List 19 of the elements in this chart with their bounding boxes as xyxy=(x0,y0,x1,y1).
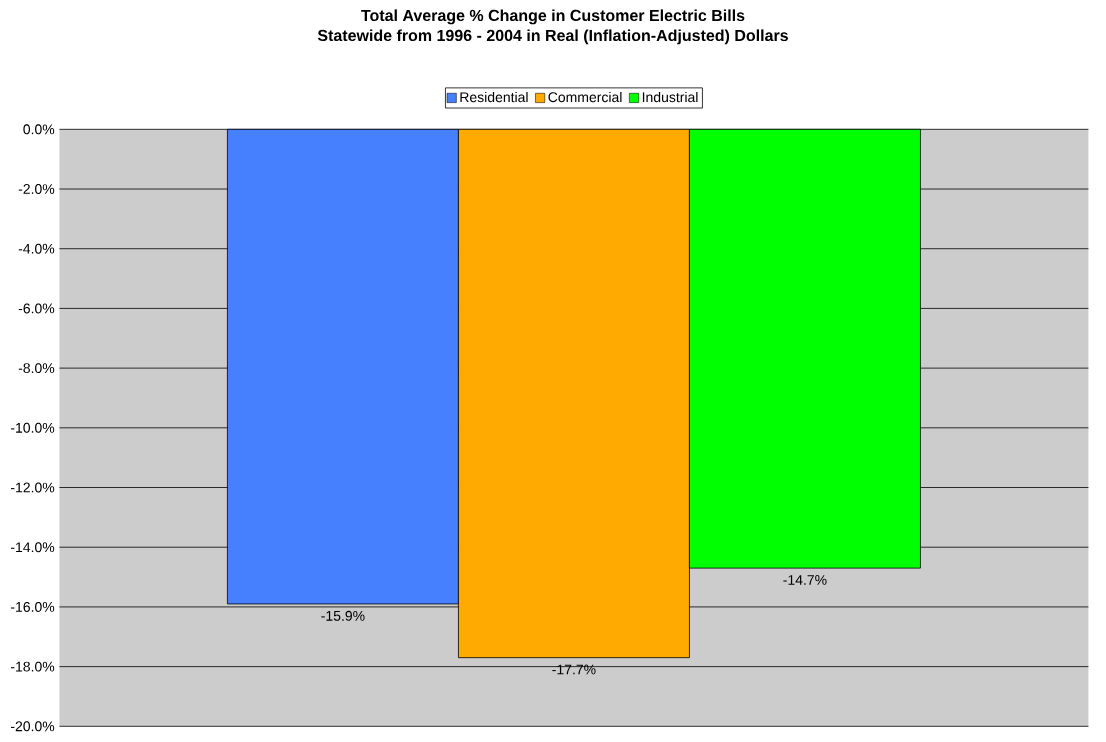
y-tick-label: -8.0% xyxy=(18,363,55,374)
chart-subtitle: Statewide from 1996 - 2004 in Real (Inflation-Adjusted) Dollars xyxy=(317,29,788,45)
y-tick-label: -4.0% xyxy=(18,243,55,254)
data-label: -14.7% xyxy=(783,575,827,585)
y-tick-label: -2.0% xyxy=(18,184,55,194)
legend-label: Residential xyxy=(460,91,528,103)
data-label: -17.7% xyxy=(552,664,596,675)
y-tick-label: -6.0% xyxy=(18,303,55,314)
legend-label: Commercial xyxy=(548,91,622,103)
chart-title: Total Average % Change in Customer Electric Bills xyxy=(361,9,745,25)
y-tick-label: -18.0% xyxy=(10,661,55,672)
y-tick-label: -16.0% xyxy=(10,601,55,612)
data-label: -15.9% xyxy=(321,610,365,621)
y-tick-label: 0.0% xyxy=(23,124,55,135)
y-tick-label: -10.0% xyxy=(10,422,55,433)
y-tick-label: -12.0% xyxy=(10,482,55,493)
legend-label: Industrial xyxy=(642,91,698,103)
y-tick-label: -20.0% xyxy=(10,721,55,732)
y-tick-label: -14.0% xyxy=(10,542,55,553)
